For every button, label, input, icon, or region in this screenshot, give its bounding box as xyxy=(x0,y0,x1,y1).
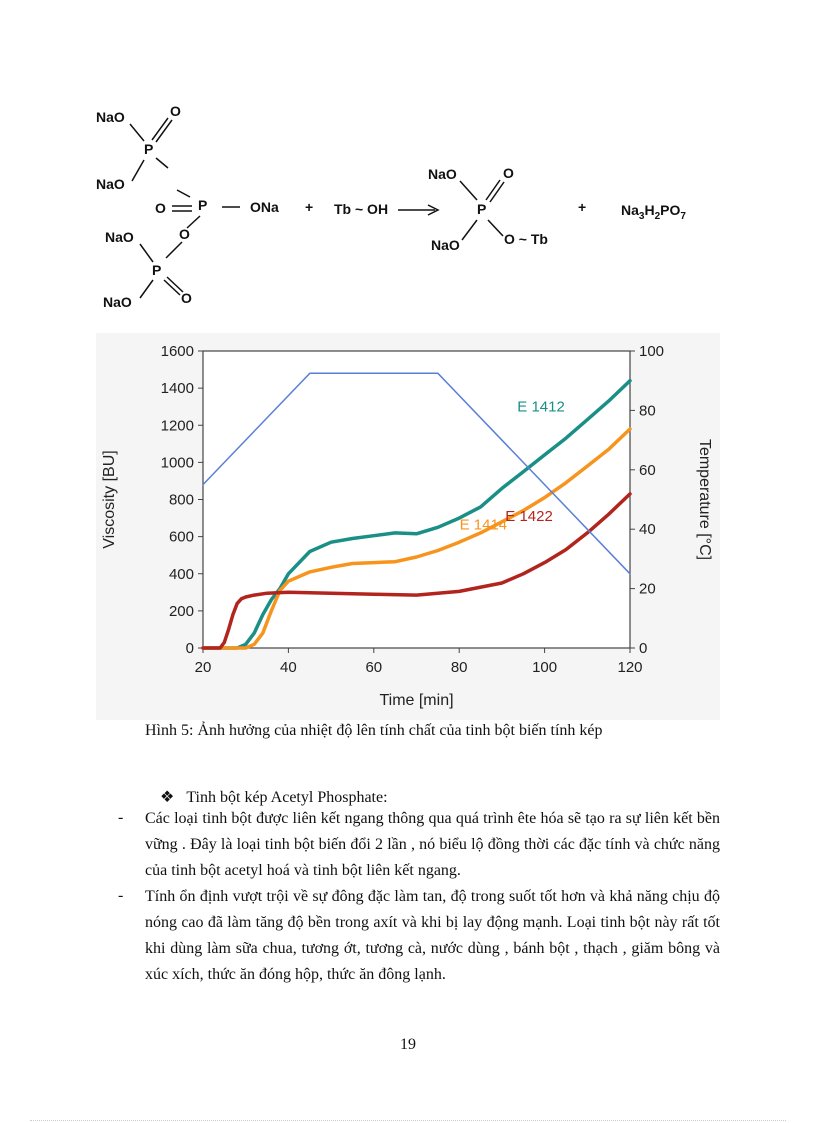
plus-sign: + xyxy=(578,199,587,215)
label-o-tb: O ~ Tb xyxy=(504,231,548,247)
series-line-e-1412 xyxy=(201,378,632,650)
list-dash: - xyxy=(118,809,124,826)
y-tick-label: 1600 xyxy=(161,343,194,360)
label-o: O xyxy=(170,103,181,119)
label-tb-oh: Tb ~ OH xyxy=(334,201,389,217)
label-nao: NaO xyxy=(431,237,460,253)
label-nao: NaO xyxy=(428,166,457,182)
label-o: O xyxy=(155,200,166,216)
y-tick-label: 1400 xyxy=(161,380,194,397)
page-number: 19 xyxy=(400,1036,416,1053)
viscosity-temperature-chart: 0200400600800100012001400160002040608010… xyxy=(96,333,720,720)
reaction-bonds xyxy=(129,117,505,299)
label-nao: NaO xyxy=(105,229,134,245)
section-heading: ❖ Tinh bột kép Acetyl Phosphate: xyxy=(160,787,388,807)
plot-area xyxy=(202,350,631,649)
y2-axis-label: Temperature [°C] xyxy=(696,439,713,560)
y-tick-label: 0 xyxy=(186,640,194,657)
series-label: E 1414 xyxy=(460,517,508,534)
y-tick-label: 600 xyxy=(169,529,194,546)
label-p: P xyxy=(152,262,162,278)
formula-na3h2po7: Na3H2PO7 xyxy=(621,202,686,222)
label-nao: NaO xyxy=(96,176,125,192)
series-label: E 1412 xyxy=(517,399,565,416)
label-p: P xyxy=(198,197,208,213)
y2-tick-label: 60 xyxy=(639,462,656,479)
series-line-temperature xyxy=(202,372,631,575)
x-axis-label: Time [min] xyxy=(379,692,453,709)
label-o: O xyxy=(503,165,514,181)
label-nao: NaO xyxy=(103,294,132,310)
diamond-bullet-icon: ❖ xyxy=(160,789,175,806)
label-nao: NaO xyxy=(96,109,125,125)
y2-tick-label: 40 xyxy=(639,521,656,538)
heading-text: Tinh bột kép Acetyl Phosphate: xyxy=(186,789,388,806)
y-tick-label: 1200 xyxy=(161,417,194,434)
y2-tick-label: 80 xyxy=(639,402,656,419)
x-tick-label: 60 xyxy=(365,659,382,676)
series-label: E 1422 xyxy=(505,508,553,525)
y-tick-label: 200 xyxy=(169,603,194,620)
label-p: P xyxy=(477,201,487,217)
series-line-e-1422 xyxy=(201,492,632,650)
list-dash: - xyxy=(118,887,124,904)
y2-tick-label: 100 xyxy=(639,343,664,360)
label-ona: ONa xyxy=(250,199,279,215)
label-p: P xyxy=(144,141,154,157)
y2-tick-label: 0 xyxy=(639,640,647,657)
y-tick-label: 800 xyxy=(169,492,194,509)
y-axis-label: Viscosity [BU] xyxy=(101,450,118,548)
x-tick-label: 120 xyxy=(617,659,642,676)
list-item: Các loại tinh bột được liên kết ngang th… xyxy=(145,810,720,879)
label-o: O xyxy=(181,290,192,306)
x-tick-label: 100 xyxy=(532,659,557,676)
figure-caption: Hình 5: Ảnh hưởng của nhiệt độ lên tính … xyxy=(145,722,603,739)
label-o: O xyxy=(179,226,190,242)
x-tick-label: 80 xyxy=(451,659,468,676)
plus-sign: + xyxy=(305,199,314,215)
x-tick-label: 40 xyxy=(280,659,297,676)
y-tick-label: 1000 xyxy=(161,454,194,471)
footer-divider xyxy=(30,1120,786,1121)
y-tick-label: 400 xyxy=(169,566,194,583)
list-item: Tính ổn định vượt trội về sự đông đặc là… xyxy=(145,888,720,983)
y2-tick-label: 20 xyxy=(639,581,656,598)
x-tick-label: 20 xyxy=(195,659,212,676)
